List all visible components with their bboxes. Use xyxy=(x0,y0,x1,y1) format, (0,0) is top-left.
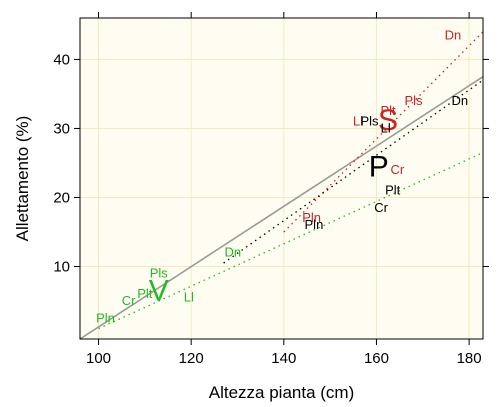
y-tick-label: 20 xyxy=(53,189,70,206)
point-p-dn: Dn xyxy=(452,93,469,108)
group-label-p: P xyxy=(369,150,389,183)
plot-background xyxy=(80,18,483,339)
point-s-dn: Dn xyxy=(445,27,462,42)
trend-line-p xyxy=(223,79,484,264)
point-v-pln: Pln xyxy=(96,310,115,325)
x-tick-label: 120 xyxy=(179,350,204,367)
x-tick-label: 180 xyxy=(457,350,482,367)
point-p-ll: Ll xyxy=(381,120,391,135)
grid xyxy=(80,18,483,339)
x-tick-label: 160 xyxy=(364,350,389,367)
overall-trend-line xyxy=(79,76,484,340)
point-p-plt: Plt xyxy=(385,183,401,198)
trend-line-v xyxy=(98,152,484,330)
point-s-pln: Pln xyxy=(302,210,321,225)
point-s-cr: Cr xyxy=(390,162,404,177)
y-axis-label: Allettamento (%) xyxy=(13,116,32,242)
plot-frame xyxy=(79,17,484,340)
y-tick-label: 30 xyxy=(53,120,70,137)
group-label-s: S xyxy=(378,104,398,137)
point-v-dn: Dn xyxy=(225,245,242,260)
group-label-v: V xyxy=(149,275,169,308)
point-v-plt: Plt xyxy=(137,286,153,301)
point-p-pln: Pln xyxy=(305,217,324,232)
x-axis-label: Altezza pianta (cm) xyxy=(209,383,355,402)
axis-ticks: 100 120 140 160 180 10 20 30 40 xyxy=(53,12,489,367)
trend-lines xyxy=(79,31,484,340)
point-v-ll: Ll xyxy=(184,290,194,305)
y-tick-label: 10 xyxy=(53,259,70,276)
x-tick-label: 100 xyxy=(86,350,111,367)
point-v-pls: Pls xyxy=(150,265,169,280)
y-tick-label: 40 xyxy=(53,51,70,68)
point-v-cr: Cr xyxy=(122,293,136,308)
point-p-pls: Pls xyxy=(360,114,379,129)
point-s-ll: Ll xyxy=(353,114,363,129)
point-p-cr: Cr xyxy=(374,200,388,215)
x-tick-label: 140 xyxy=(271,350,296,367)
point-s-plt: Plt xyxy=(380,103,396,118)
point-s-pls: Pls xyxy=(404,93,423,108)
